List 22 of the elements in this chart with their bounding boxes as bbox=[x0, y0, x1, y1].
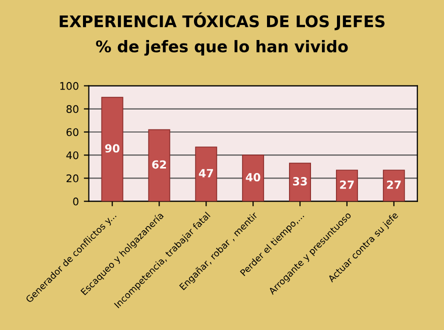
chart-subtitle: % de jefes que lo han vivido bbox=[96, 40, 348, 56]
bar bbox=[242, 154, 264, 202]
bar bbox=[289, 162, 311, 202]
chart-title: EXPERIENCIA TÓXICAS DE LOS JEFES bbox=[60, 12, 385, 30]
y-tick-label: 40 bbox=[66, 151, 78, 160]
data-label: 47 bbox=[198, 169, 213, 178]
y-tick-label: 60 bbox=[66, 128, 78, 136]
data-label: 27 bbox=[387, 180, 401, 189]
y-tick-label: 0 bbox=[73, 198, 78, 206]
bar bbox=[195, 146, 218, 202]
bar bbox=[382, 170, 405, 202]
data-label: 27 bbox=[340, 180, 354, 189]
bar bbox=[101, 96, 124, 202]
y-tick-label: 100 bbox=[60, 82, 78, 90]
y-tick-label: 20 bbox=[66, 174, 78, 182]
data-label: 62 bbox=[152, 160, 166, 169]
bar bbox=[336, 170, 358, 202]
data-label: 40 bbox=[246, 173, 260, 182]
bar bbox=[148, 129, 170, 202]
data-label: 33 bbox=[293, 177, 307, 186]
data-label: 90 bbox=[105, 144, 120, 153]
y-tick-label: 80 bbox=[66, 105, 78, 114]
